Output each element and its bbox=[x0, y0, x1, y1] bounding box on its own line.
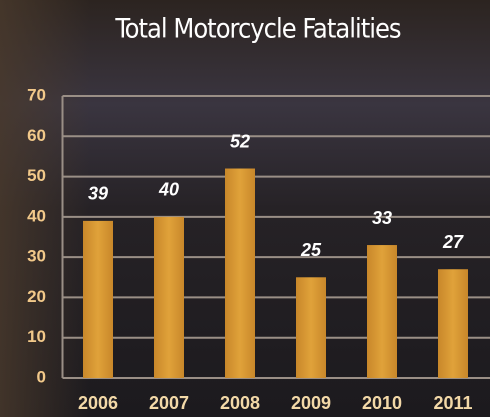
value-label: 40 bbox=[158, 180, 179, 200]
bar bbox=[225, 169, 255, 378]
y-tick-label: 30 bbox=[27, 247, 46, 266]
x-tick-label: 2011 bbox=[433, 393, 472, 413]
bar bbox=[83, 221, 113, 378]
x-tick-label: 2008 bbox=[220, 393, 260, 413]
y-tick-label: 50 bbox=[27, 166, 46, 185]
value-label: 27 bbox=[442, 232, 464, 252]
bar bbox=[296, 277, 326, 378]
value-label: 25 bbox=[300, 240, 322, 260]
value-label: 52 bbox=[230, 131, 250, 151]
x-tick-label: 2009 bbox=[291, 393, 331, 413]
bar bbox=[154, 217, 184, 378]
y-tick-label: 70 bbox=[27, 85, 46, 104]
y-tick-label: 40 bbox=[27, 206, 46, 225]
bar bbox=[367, 245, 397, 378]
x-tick-label: 2010 bbox=[362, 393, 402, 413]
bar bbox=[438, 269, 468, 378]
y-tick-label: 10 bbox=[27, 327, 46, 346]
y-tick-label: 60 bbox=[27, 126, 46, 145]
y-tick-label: 20 bbox=[27, 287, 46, 306]
y-tick-label: 0 bbox=[37, 367, 46, 386]
value-label: 33 bbox=[372, 208, 392, 228]
x-tick-label: 2007 bbox=[149, 393, 189, 413]
x-tick-label: 2006 bbox=[78, 393, 118, 413]
chart: Total Motorcycle Fatalities 0 10 20 30 40 50 6… bbox=[0, 0, 490, 417]
chart-title: Total Motorcycle Fatalities bbox=[114, 14, 401, 45]
value-label: 39 bbox=[88, 184, 108, 204]
